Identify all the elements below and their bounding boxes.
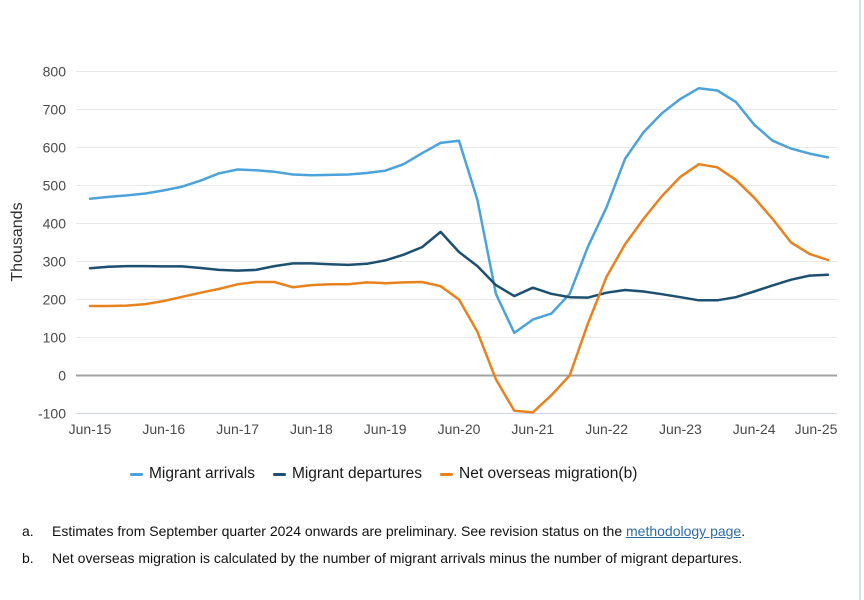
x-tick-label: Jun-16	[142, 421, 185, 437]
legend: Migrant arrivals Migrant departures Net …	[130, 464, 655, 484]
legend-item-migrant-arrivals[interactable]: Migrant arrivals	[130, 465, 255, 483]
legend-label: Migrant departures	[291, 465, 423, 482]
line-migrant-arrivals	[88, 86, 830, 335]
x-tick-label: Jun-25	[795, 421, 838, 437]
footnote-text: Estimates from September quarter 2024 on…	[52, 522, 745, 541]
y-tick-label: 700	[43, 102, 67, 118]
y-tick-label: 400	[43, 216, 67, 232]
y-tick-label: -100	[38, 406, 66, 422]
x-axis-tick-labels: Jun-15 Jun-16 Jun-17 Jun-18 Jun-19 Jun-20 Jun-…	[69, 421, 838, 437]
x-tick-label: Jun-24	[733, 421, 776, 437]
y-tick-label: 600	[43, 140, 67, 156]
legend-item-net-overseas-migration[interactable]: Net overseas migration(b)	[440, 465, 637, 483]
x-tick-label: Jun-19	[364, 421, 407, 437]
x-tick-label: Jun-20	[438, 421, 481, 437]
y-axis-tick-labels: 800 700 600 500 400 300 200 100 0 -100	[38, 64, 66, 422]
footnote-b: b. Net overseas migration is calculated …	[22, 549, 834, 568]
arrivals-line-swatch-icon	[130, 472, 143, 476]
net-migration-line-swatch-icon	[440, 472, 454, 476]
footnote-a: a. Estimates from September quarter 2024…	[22, 522, 834, 541]
legend-item-migrant-departures[interactable]: Migrant departures	[272, 465, 423, 483]
x-tick-label: Jun-23	[659, 421, 702, 437]
y-tick-label: 800	[43, 64, 67, 80]
departures-line-swatch-icon	[272, 472, 286, 476]
y-tick-label: 100	[43, 330, 67, 346]
footnote-text: Net overseas migration is calculated by …	[52, 550, 743, 566]
line-migrant-departures	[88, 230, 830, 302]
y-tick-label: 300	[43, 254, 67, 270]
x-tick-label: Jun-17	[216, 421, 259, 437]
y-tick-label: 200	[43, 292, 67, 308]
y-tick-label: 500	[43, 178, 67, 194]
footnote-text-after: .	[741, 523, 746, 539]
x-tick-label: Jun-21	[511, 421, 554, 437]
y-tick-label: 0	[58, 368, 66, 384]
y-axis-title: Thousands	[9, 202, 26, 282]
footnote-text-before: Estimates from September quarter 2024 on…	[52, 523, 627, 539]
x-tick-label: Jun-15	[69, 421, 112, 437]
legend-label: Migrant arrivals	[149, 465, 255, 482]
x-tick-label: Jun-18	[290, 421, 333, 437]
line-net-overseas-migration	[88, 162, 830, 414]
footnotes: a. Estimates from September quarter 2024…	[22, 522, 834, 576]
series-lines	[88, 86, 830, 414]
page-right-border	[859, 0, 861, 600]
methodology-page-link[interactable]: methodology page	[626, 523, 742, 539]
legend-label: Net overseas migration(b)	[459, 465, 638, 482]
gridlines	[76, 71, 837, 414]
footnote-marker: b.	[22, 550, 34, 566]
x-tick-label: Jun-22	[585, 421, 628, 437]
footnote-marker: a.	[22, 523, 34, 539]
